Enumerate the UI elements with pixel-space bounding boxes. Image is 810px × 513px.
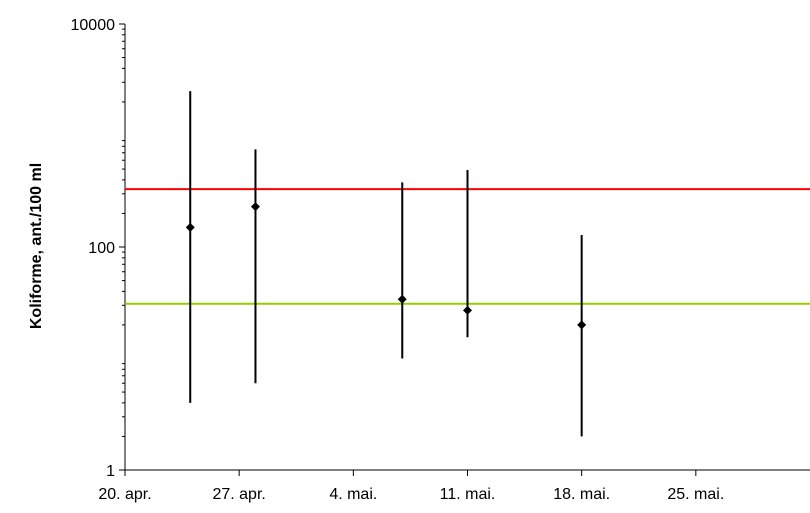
data-point (250, 202, 260, 212)
y-tick-label: 100 (88, 240, 115, 257)
plot-area: 1 100 10000 20. apr. 27. apr. 4. mai. 11. mai.… (71, 17, 810, 503)
x-tick-label: 25. mai. (667, 486, 724, 503)
y-tick-label: 1 (106, 463, 115, 480)
x-tick-label: 27. apr. (212, 486, 265, 503)
x-tick-label: 4. mai. (329, 486, 377, 503)
x-tick-label: 11. mai. (440, 486, 496, 503)
data-point (577, 320, 587, 330)
y-axis-label: Koliforme, ant./100 ml (28, 163, 45, 329)
data-point (185, 222, 195, 232)
x-tick-label: 18. mai. (553, 486, 610, 503)
data-point (463, 305, 472, 315)
y-tick-label: 10000 (71, 17, 116, 34)
data-point (397, 294, 407, 304)
x-tick-label: 20. apr. (98, 486, 151, 503)
